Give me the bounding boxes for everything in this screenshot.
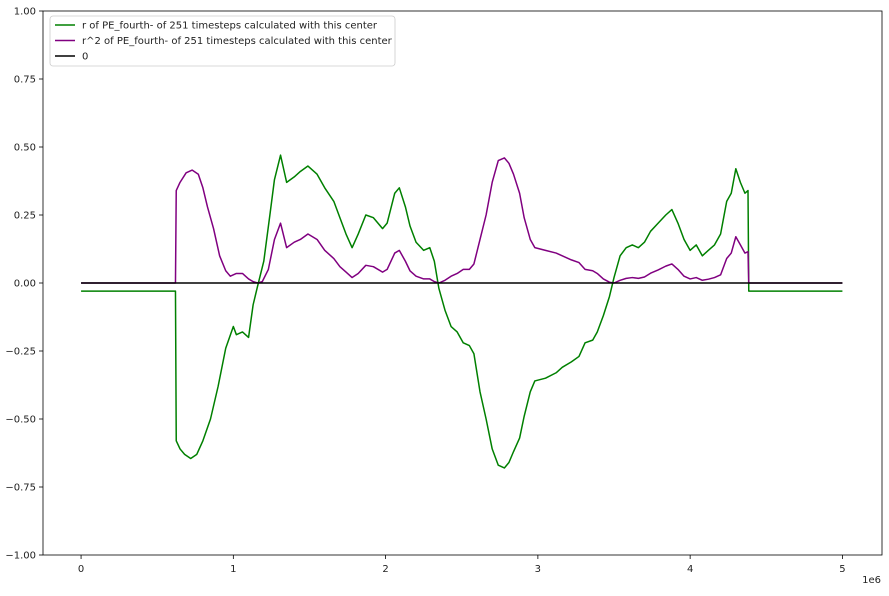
legend-label: r of PE_fourth- of 251 timesteps calcula… xyxy=(82,21,378,32)
x-axis-offset-label: 1e6 xyxy=(862,575,881,586)
series-layer xyxy=(81,154,843,469)
y-tick-label: 0.75 xyxy=(14,75,36,86)
legend: r of PE_fourth- of 251 timesteps calcula… xyxy=(49,15,396,67)
plot-frame xyxy=(42,10,883,556)
y-tick-label: 0.50 xyxy=(14,143,36,154)
axis-layer: 0 1 2 3 4 5 −1.00 −0.75 −0.50 −0.25 0.00 0.25 0.50 0.… xyxy=(5,7,845,576)
y-tick-label: 0.00 xyxy=(14,279,36,290)
y-tick-label: −1.00 xyxy=(5,551,36,562)
series-line-1 xyxy=(81,154,843,469)
legend-frame xyxy=(49,15,396,67)
legend-label: r^2 of PE_fourth- of 251 timesteps calcu… xyxy=(82,36,393,47)
series-line-2 xyxy=(81,157,843,284)
y-tick-label: 0.25 xyxy=(14,211,36,222)
y-tick-label: −0.75 xyxy=(5,483,36,494)
y-tick-label: −0.25 xyxy=(5,347,36,358)
x-tick-label: 2 xyxy=(382,564,388,575)
x-tick-label: 4 xyxy=(687,564,693,575)
legend-label: 0 xyxy=(82,52,88,63)
y-tick-label: 1.00 xyxy=(14,7,36,18)
x-tick-label: 1 xyxy=(230,564,236,575)
x-tick-label: 3 xyxy=(535,564,541,575)
x-tick-label: 5 xyxy=(839,564,845,575)
y-tick-label: −0.50 xyxy=(5,415,36,426)
x-tick-label: 0 xyxy=(78,564,84,575)
